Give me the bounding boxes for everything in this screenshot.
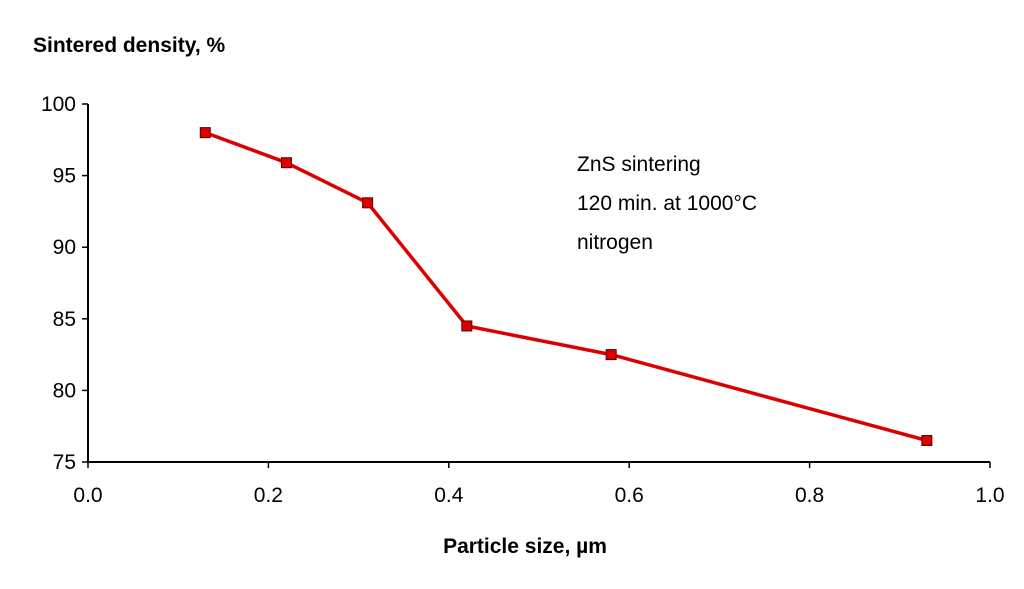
- y-axis-label: Sintered density, %: [33, 34, 225, 57]
- data-point: [280, 157, 292, 169]
- y-tick-label: 80: [53, 379, 76, 402]
- data-point: [921, 435, 933, 447]
- x-tick-label: 0.0: [73, 484, 102, 507]
- x-tick-label: 0.6: [615, 484, 644, 507]
- data-point: [362, 197, 374, 209]
- data-point: [199, 127, 211, 139]
- annotation-line-1: ZnS sintering: [577, 153, 701, 176]
- x-tick-label: 1.0: [975, 484, 1004, 507]
- y-tick-label: 95: [53, 165, 76, 188]
- x-axis-label: Particle size, µm: [443, 535, 607, 558]
- x-tick-label: 0.2: [254, 484, 283, 507]
- series-line: [204, 130, 928, 443]
- y-tick-label: 75: [53, 451, 76, 474]
- annotation-line-2: 120 min. at 1000°C: [577, 192, 757, 215]
- data-point: [461, 320, 473, 332]
- annotation: ZnS sintering 120 min. at 1000°C nitroge…: [577, 153, 757, 254]
- x-tick-label: 0.8: [795, 484, 824, 507]
- y-tick-label: 90: [53, 236, 76, 259]
- y-tick-label: 85: [53, 308, 76, 331]
- data-point: [605, 349, 617, 361]
- y-tick-label: 100: [41, 93, 76, 116]
- x-tick-label: 0.4: [434, 484, 464, 507]
- annotation-line-3: nitrogen: [577, 231, 653, 254]
